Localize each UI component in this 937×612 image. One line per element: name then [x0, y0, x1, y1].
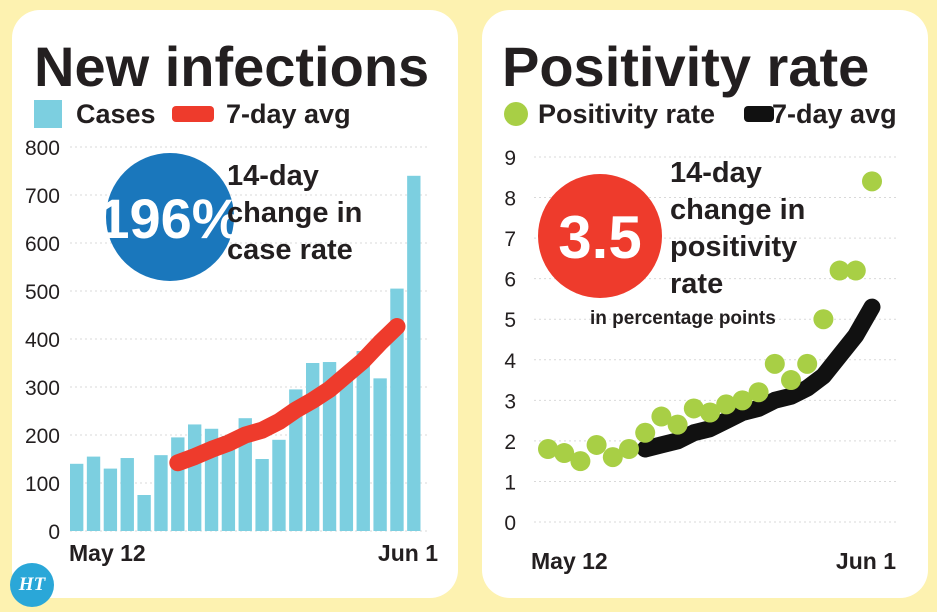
bar	[70, 463, 84, 531]
positivity-dots	[538, 171, 882, 472]
y-tick-label: 700	[25, 185, 60, 208]
new-infections-panel: New infections Cases 7-day avg 0 100 200 30…	[12, 10, 458, 598]
chart-title: Positivity rate	[502, 35, 869, 98]
bar	[255, 459, 269, 531]
data-point	[716, 394, 737, 415]
legend-label-avg: 7-day avg	[226, 99, 351, 129]
y-tick-label: 2	[504, 431, 516, 454]
data-point	[813, 309, 834, 330]
legend-swatch-positivity	[504, 102, 528, 126]
legend-label-cases: Cases	[76, 99, 156, 129]
ht-logo-text: HT	[18, 574, 46, 595]
callout-line-3: positivity	[670, 231, 797, 263]
ht-logo: HT	[10, 563, 54, 607]
data-point	[538, 439, 558, 459]
bar	[289, 389, 303, 531]
bar	[322, 362, 337, 531]
seven-day-avg-line	[636, 298, 881, 458]
callout-badge	[106, 153, 234, 281]
positivity-rate-chart: Positivity rate Positivity rate 7-day av…	[502, 35, 897, 574]
data-point	[862, 171, 882, 192]
data-point	[651, 406, 672, 427]
bar	[154, 455, 168, 531]
x-tick-end: Jun 1	[836, 548, 896, 574]
y-tick-label: 300	[25, 377, 60, 400]
bar	[356, 351, 370, 531]
bar	[238, 418, 252, 531]
y-tick-label: 0	[48, 521, 60, 544]
data-point	[700, 402, 720, 423]
bar	[171, 437, 185, 531]
bar	[137, 495, 151, 531]
callout-line-1: 14-day	[670, 157, 762, 189]
y-tick-label: 8	[504, 188, 516, 211]
seven-day-avg-line	[169, 318, 406, 472]
positivity-rate-panel: Positivity rate Positivity rate 7-day av…	[482, 10, 928, 598]
y-tick-label: 600	[25, 233, 60, 256]
data-point	[570, 451, 591, 472]
y-tick-label: 5	[504, 309, 516, 332]
y-tick-label: 0	[504, 512, 516, 535]
x-tick-start: May 12	[531, 548, 608, 574]
data-point	[635, 422, 656, 443]
data-point	[797, 353, 818, 374]
legend-swatch-cases	[34, 100, 62, 128]
data-point	[781, 370, 801, 391]
y-tick-label: 800	[25, 137, 60, 160]
y-axis-ticks: 0 1 2 3 4 5 6 7 8 9	[504, 147, 516, 535]
callout-note: in percentage points	[590, 308, 776, 329]
callout-badge-value: 3.5	[558, 204, 641, 271]
data-point	[748, 382, 769, 403]
bar	[188, 424, 202, 531]
legend-label-avg: 7-day avg	[772, 99, 897, 129]
y-tick-label: 4	[504, 350, 516, 373]
legend-swatch-avg	[172, 106, 214, 122]
callout-badge-value: 196%	[98, 187, 241, 250]
data-point	[764, 353, 785, 374]
chart-title: New infections	[34, 35, 429, 98]
bar	[86, 456, 101, 531]
data-point	[683, 398, 704, 419]
data-point	[829, 260, 850, 281]
data-point	[602, 447, 623, 468]
y-tick-label: 500	[25, 281, 60, 304]
callout-line-3: case rate	[227, 234, 353, 266]
bar	[407, 175, 421, 532]
callout-badge	[538, 174, 662, 298]
data-point	[845, 260, 866, 281]
bar	[373, 378, 387, 531]
y-tick-label: 3	[504, 390, 516, 413]
callout-line-2: change in	[670, 194, 805, 226]
bar	[272, 439, 286, 531]
new-infections-chart: New infections Cases 7-day avg 0 100 200 30…	[25, 35, 438, 566]
bar	[390, 288, 404, 531]
data-point	[586, 434, 607, 455]
callout-line-1: 14-day	[227, 160, 319, 192]
y-axis-ticks: 0 100 200 300 400 500 600 700 800	[25, 137, 60, 544]
data-point	[667, 414, 688, 435]
x-tick-start: May 12	[69, 540, 146, 566]
y-tick-label: 1	[504, 471, 516, 494]
y-tick-label: 9	[504, 147, 516, 170]
y-tick-label: 7	[504, 228, 516, 251]
y-tick-label: 200	[25, 425, 60, 448]
callout-line-4: rate	[670, 268, 723, 300]
y-tick-label: 100	[25, 473, 60, 496]
data-point	[732, 390, 753, 411]
data-point	[554, 443, 575, 464]
x-tick-end: Jun 1	[378, 540, 438, 566]
data-point	[619, 439, 639, 459]
callout-line-2: change in	[227, 197, 362, 229]
y-tick-label: 6	[504, 269, 516, 292]
legend-label-positivity: Positivity rate	[538, 99, 715, 129]
bar	[221, 435, 236, 531]
bar	[120, 458, 134, 531]
legend-swatch-avg	[744, 106, 774, 122]
y-tick-label: 400	[25, 329, 60, 352]
bar	[103, 468, 118, 531]
bar	[339, 372, 354, 531]
